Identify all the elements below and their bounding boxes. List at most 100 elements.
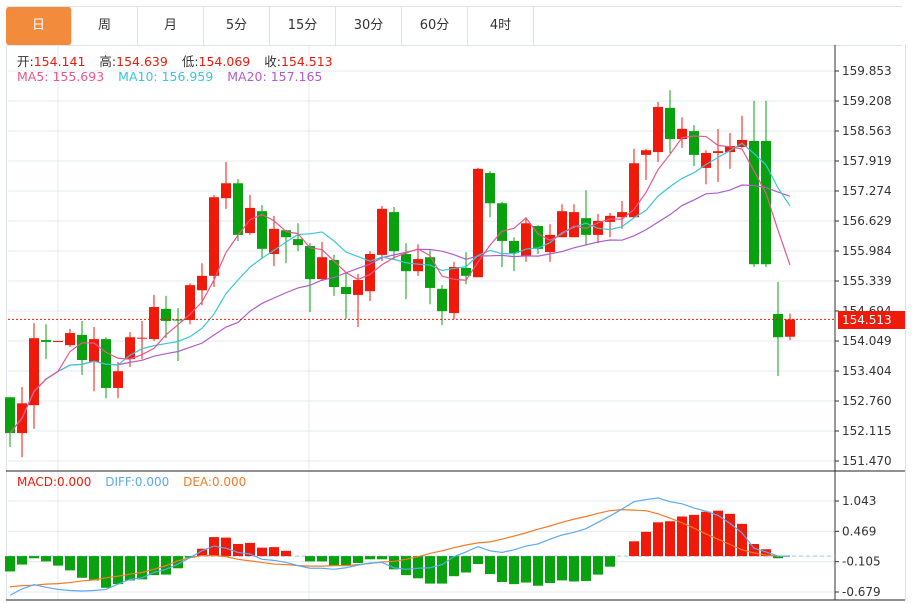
candle-body <box>425 257 435 288</box>
macd-bar <box>725 513 735 557</box>
candle-body <box>545 234 555 253</box>
macd-bar <box>257 547 267 557</box>
macd-bar <box>629 541 639 557</box>
candle-body <box>773 313 783 338</box>
candle-body <box>173 319 183 321</box>
candle-body <box>89 339 99 362</box>
candle-body <box>293 239 303 246</box>
candle-body <box>125 337 135 360</box>
macd-bar <box>521 556 531 583</box>
macd-bar <box>581 556 591 581</box>
macd-bar <box>5 556 15 572</box>
macd-bar <box>341 556 351 566</box>
candle-body <box>257 211 267 249</box>
candle-body <box>713 151 723 154</box>
macd-bar <box>593 556 603 575</box>
macd-bar <box>569 556 579 582</box>
tab-4[interactable]: 15分 <box>270 7 336 45</box>
candle-body <box>149 307 159 340</box>
ma5-line <box>9 135 791 434</box>
tab-7[interactable]: 4时 <box>468 7 534 45</box>
candle-body <box>653 106 663 153</box>
price-tick-label: 154.049 <box>842 334 892 348</box>
tab-3[interactable]: 5分 <box>204 7 270 45</box>
chart-frame <box>6 44 906 600</box>
macd-bar <box>773 556 783 559</box>
macd-bar <box>713 510 723 557</box>
candle-body <box>101 339 111 388</box>
tab-2[interactable]: 月 <box>138 7 204 45</box>
macd-bar <box>269 547 279 557</box>
macd-bar <box>281 550 291 557</box>
candle-body <box>761 140 771 265</box>
candle-body <box>377 208 387 255</box>
diff-value: DIFF:0.000 <box>105 475 170 489</box>
tab-1[interactable]: 周 <box>72 7 138 45</box>
low-value: 154.069 <box>198 54 251 69</box>
ma5-value: MA5: 155.693 <box>17 69 105 84</box>
macd-bar <box>449 556 459 577</box>
candle-body <box>521 223 531 256</box>
candle-body <box>413 259 423 272</box>
low-label: 低: <box>181 54 199 69</box>
price-tick-label: 157.274 <box>842 184 892 198</box>
macd-bar <box>401 556 411 576</box>
candle-body <box>509 240 519 254</box>
macd-bar <box>221 537 231 557</box>
tab-6[interactable]: 60分 <box>402 7 468 45</box>
candle-body <box>665 107 675 140</box>
candle-body <box>557 211 567 238</box>
candle-body <box>449 267 459 314</box>
candle-body <box>29 338 39 406</box>
macd-bar <box>677 516 687 557</box>
candle-body <box>569 212 579 238</box>
macd-bar <box>689 514 699 557</box>
candle-body <box>113 371 123 388</box>
candle-body <box>317 257 327 280</box>
price-tick-label: 151.470 <box>842 454 892 468</box>
candle-body <box>785 319 795 337</box>
candle-body <box>677 128 687 140</box>
macd-bar <box>641 531 651 557</box>
tab-5[interactable]: 30分 <box>336 7 402 45</box>
price-tick-label: 159.853 <box>842 64 892 78</box>
macd-tick-label: 0.469 <box>842 524 876 538</box>
candle-body <box>437 288 447 312</box>
candle-body <box>365 253 375 292</box>
ma-readout: MA5: 155.693 MA10: 156.959 MA20: 157.165 <box>17 69 332 84</box>
macd-bar <box>533 556 543 586</box>
macd-bar <box>377 556 387 560</box>
price-tick-label: 152.115 <box>842 424 892 438</box>
macd-bar <box>29 556 39 559</box>
candle-body <box>473 168 483 278</box>
candle-body <box>233 183 243 235</box>
candle-body <box>5 397 15 434</box>
ma10-value: MA10: 156.959 <box>118 69 214 84</box>
macd-bar <box>245 542 255 557</box>
open-label: 开: <box>17 54 34 69</box>
macd-bar <box>473 556 483 565</box>
candle-body <box>461 267 471 276</box>
close-value: 154.513 <box>280 54 333 69</box>
candle-body <box>281 230 291 238</box>
macd-tick-label: -0.105 <box>842 555 881 569</box>
macd-value: MACD:0.000 <box>17 475 92 489</box>
candle-body <box>629 163 639 218</box>
macd-bar <box>41 556 51 562</box>
macd-bar <box>485 556 495 575</box>
tab-0[interactable]: 日 <box>6 7 72 45</box>
price-tick-label: 158.563 <box>842 124 892 138</box>
macd-bar <box>305 556 315 562</box>
macd-bar <box>317 556 327 562</box>
open-value: 154.141 <box>33 54 86 69</box>
macd-bar <box>461 556 471 573</box>
candle-body <box>161 308 171 321</box>
candle-body <box>533 226 543 249</box>
dea-line <box>9 509 790 588</box>
candle-body <box>65 333 75 346</box>
macd-tick-label: -0.679 <box>842 585 881 599</box>
candle-body <box>749 140 759 265</box>
price-tick-label: 155.339 <box>842 274 892 288</box>
candle-body <box>389 212 399 252</box>
